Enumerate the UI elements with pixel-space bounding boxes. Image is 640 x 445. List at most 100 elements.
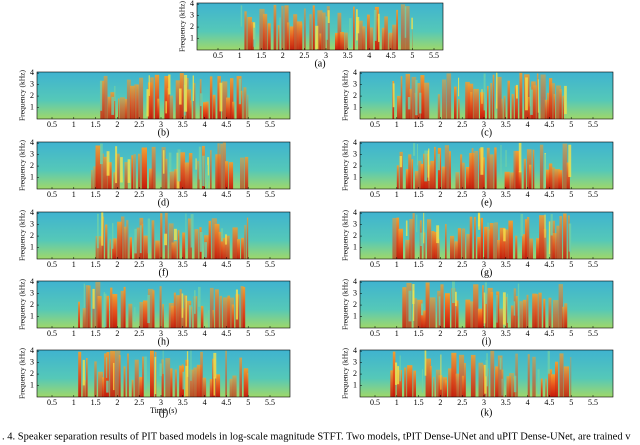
spectrogram-energy (551, 374, 557, 397)
spectrogram-energy (477, 308, 483, 328)
y-tick-label: 4 (30, 277, 34, 286)
spectrogram-energy (490, 350, 495, 397)
spectrogram-energy (246, 217, 249, 259)
spectrogram-energy (396, 9, 398, 50)
spectrogram-energy (259, 8, 265, 50)
spectrogram-energy (494, 147, 497, 189)
spectrogram-energy (563, 213, 567, 259)
x-tick-label: 5 (410, 51, 414, 60)
spectrogram-energy (455, 172, 460, 189)
spectrogram-energy (465, 167, 471, 189)
spectrogram-gap (168, 74, 171, 95)
spectrogram-energy (110, 350, 116, 397)
x-tick-label: 4.5 (386, 51, 396, 60)
x-tick-label: 5.5 (588, 120, 598, 129)
spectrogram-gap (279, 17, 281, 50)
spectrogram-energy (150, 77, 154, 119)
spectrogram-energy (170, 368, 173, 397)
spectrogram-energy (293, 14, 298, 50)
spectrogram-energy (487, 86, 489, 119)
spectrogram-energy (400, 4, 406, 51)
spectrogram-energy (484, 226, 489, 259)
spectrogram-gap (537, 79, 539, 113)
spectrogram-energy (225, 161, 229, 189)
spectrogram-gap (185, 365, 189, 397)
spectrogram-energy (139, 302, 144, 328)
spectrogram-energy (474, 151, 478, 189)
spectrogram-energy (205, 101, 209, 119)
y-tick-label: 1 (353, 311, 357, 320)
spectrogram-gap (213, 352, 217, 379)
spectrogram-energy (222, 297, 229, 328)
spectrogram-gap (106, 380, 109, 393)
spectrogram-energy (454, 86, 457, 119)
spectrogram-energy (273, 4, 277, 50)
x-tick-label: 3 (482, 260, 486, 269)
spectrogram-gap (544, 214, 546, 238)
spectrogram-gap (477, 212, 481, 227)
spectrogram-energy (490, 292, 494, 328)
x-tick-label: 0.5 (47, 120, 57, 129)
x-tick-label: 3 (482, 329, 486, 338)
spectrogram-gap (147, 295, 150, 324)
spectrogram-energy (509, 373, 515, 397)
x-tick-label: 2 (438, 398, 442, 407)
spectrogram-energy (464, 363, 466, 397)
spectrogram-energy (281, 5, 284, 51)
spectrogram-energy (209, 287, 214, 328)
spectrogram-energy (492, 74, 495, 119)
x-tick-label: 2.5 (457, 329, 467, 338)
spectrogram-energy (100, 153, 104, 189)
spectrogram-energy (112, 238, 117, 259)
spectrogram-gap (500, 145, 502, 178)
spectrogram-energy (485, 293, 488, 328)
spectrogram-energy (513, 150, 517, 189)
x-tick-label: 2.5 (299, 51, 309, 60)
y-tick-label: 2 (353, 161, 357, 170)
spectrogram-energy (548, 163, 553, 189)
spectrogram-energy (303, 8, 306, 50)
spectrogram-gap (415, 79, 418, 116)
spectrogram-gap (115, 146, 118, 184)
spectrogram-energy (112, 294, 118, 328)
spectrogram-energy (243, 87, 247, 119)
x-tick-label: 3.5 (501, 260, 511, 269)
spectrogram-gap (177, 149, 181, 182)
x-tick-label: 4.5 (221, 190, 231, 199)
spectrogram-energy (240, 157, 245, 189)
spectrogram-energy (193, 367, 198, 397)
spectrogram-energy (120, 97, 126, 119)
spectrogram-energy (124, 162, 128, 189)
x-tick-label: 5 (246, 190, 250, 199)
spectrogram-energy (423, 82, 430, 119)
panel-label: (d) (158, 197, 170, 208)
spectrogram-energy (174, 169, 179, 189)
spectrogram-gap (513, 301, 516, 316)
x-tick-label: 5 (569, 398, 573, 407)
spectrogram-gap (185, 213, 187, 249)
spectrogram-energy (240, 286, 244, 328)
spectrogram-energy (556, 85, 562, 119)
x-tick-label: 1 (72, 190, 76, 199)
spectrogram-gap (208, 310, 210, 328)
spectrogram-energy (490, 83, 493, 119)
x-tick-label: 1 (72, 398, 76, 407)
spectrogram-gap (564, 85, 567, 115)
spectrogram-energy (411, 76, 417, 119)
caption: . 4. Speaker separation results of PIT b… (2, 431, 631, 442)
y-tick-label: 1 (353, 242, 357, 251)
x-tick-label: 1 (395, 398, 399, 407)
spectrogram-energy (88, 285, 91, 328)
x-tick-label: 1.5 (256, 51, 266, 60)
spectrogram-energy (225, 350, 227, 397)
spectrogram-energy (465, 299, 471, 328)
spectrogram-energy (510, 172, 515, 189)
x-tick-label: 5.5 (429, 51, 439, 60)
panel-label: (k) (481, 407, 493, 418)
y-tick-label: 2 (30, 369, 34, 378)
spectrogram-energy (409, 88, 412, 119)
spectrogram-energy (408, 154, 412, 189)
x-tick-label: 1 (395, 329, 399, 338)
spectrogram-energy (179, 73, 184, 119)
spectrogram-energy (179, 289, 182, 328)
